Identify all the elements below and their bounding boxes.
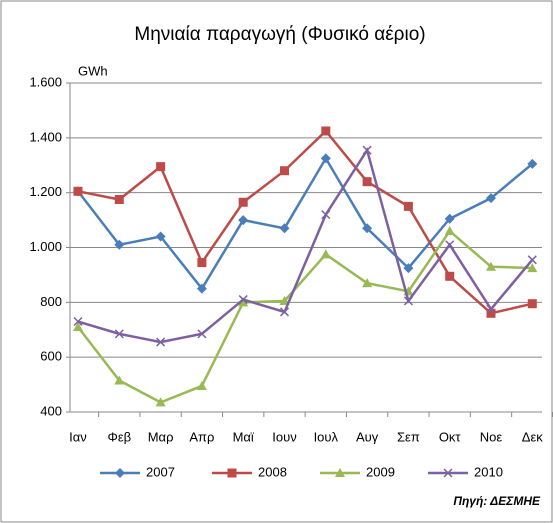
marker xyxy=(403,296,413,306)
marker xyxy=(486,304,496,314)
legend-label: 2010 xyxy=(474,464,503,479)
marker xyxy=(114,329,124,339)
x-tick-label: Μαρ xyxy=(148,429,174,444)
marker xyxy=(155,231,166,242)
series-line xyxy=(77,229,533,404)
marker xyxy=(279,295,290,305)
marker xyxy=(362,177,372,187)
marker xyxy=(114,375,125,385)
series-line xyxy=(77,155,534,291)
marker xyxy=(197,329,207,339)
marker xyxy=(196,283,207,294)
marker xyxy=(320,249,331,259)
x-tick-label: Οκτ xyxy=(439,429,462,444)
marker xyxy=(280,166,289,176)
marker xyxy=(238,295,248,305)
marker xyxy=(227,468,237,478)
marker xyxy=(445,271,455,281)
marker xyxy=(73,322,83,332)
y-tick-label: 1.200 xyxy=(29,184,62,199)
marker xyxy=(238,215,249,226)
marker xyxy=(73,316,83,327)
marker xyxy=(156,162,166,172)
marker xyxy=(155,397,166,407)
marker xyxy=(486,308,496,318)
marker xyxy=(362,223,373,234)
marker xyxy=(362,278,373,288)
marker xyxy=(279,223,290,234)
marker xyxy=(403,201,413,211)
x-tick-label: Ιουν xyxy=(272,429,296,444)
marker xyxy=(238,297,249,307)
marker xyxy=(443,468,453,478)
legend-label: 2009 xyxy=(366,464,395,479)
y-axis-unit: GWh xyxy=(78,63,108,78)
marker xyxy=(320,153,331,164)
marker xyxy=(156,337,166,347)
legend-label: 2008 xyxy=(258,464,287,479)
marker xyxy=(445,240,455,250)
x-tick-label: Απρ xyxy=(189,429,214,444)
marker xyxy=(115,468,125,478)
marker xyxy=(527,263,538,273)
marker xyxy=(486,193,496,204)
marker xyxy=(238,197,248,207)
y-tick-label: 1.600 xyxy=(29,74,62,89)
series-line xyxy=(77,129,533,315)
marker xyxy=(197,258,207,268)
y-tick-label: 600 xyxy=(40,349,62,364)
marker xyxy=(444,213,455,224)
marker xyxy=(527,299,537,309)
x-tick-label: Σεπ xyxy=(397,429,420,444)
x-tick-label: Αυγ xyxy=(356,429,379,444)
marker xyxy=(279,307,290,317)
y-tick-label: 800 xyxy=(40,294,62,309)
chart-title: Μηνιαία παραγωγή (Φυσικό αέριο) xyxy=(134,24,425,45)
y-tick-label: 400 xyxy=(40,403,62,418)
x-tick-label: Δεκ xyxy=(522,429,543,444)
marker xyxy=(403,263,414,274)
marker xyxy=(527,255,537,265)
marker xyxy=(335,468,345,477)
x-tick-label: Ιουλ xyxy=(314,429,339,444)
legend-label: 2007 xyxy=(146,464,175,479)
y-tick-label: 1.000 xyxy=(29,239,62,254)
marker xyxy=(444,226,455,236)
x-tick-label: Ιαν xyxy=(69,429,87,444)
x-tick-label: Νοε xyxy=(480,429,503,444)
x-tick-label: Φεβ xyxy=(107,429,131,444)
y-tick-label: 1.400 xyxy=(29,129,62,144)
marker xyxy=(73,186,83,196)
marker xyxy=(196,380,207,390)
source-note: Πηγή: ΔΕΣΜΗΕ xyxy=(453,494,541,508)
marker xyxy=(114,195,124,205)
marker xyxy=(527,158,538,169)
marker xyxy=(114,239,125,250)
marker xyxy=(486,261,496,271)
series-line xyxy=(77,147,534,344)
marker xyxy=(321,210,331,220)
x-tick-label: Μαϊ xyxy=(233,429,255,444)
marker xyxy=(321,126,331,136)
marker xyxy=(362,145,372,155)
